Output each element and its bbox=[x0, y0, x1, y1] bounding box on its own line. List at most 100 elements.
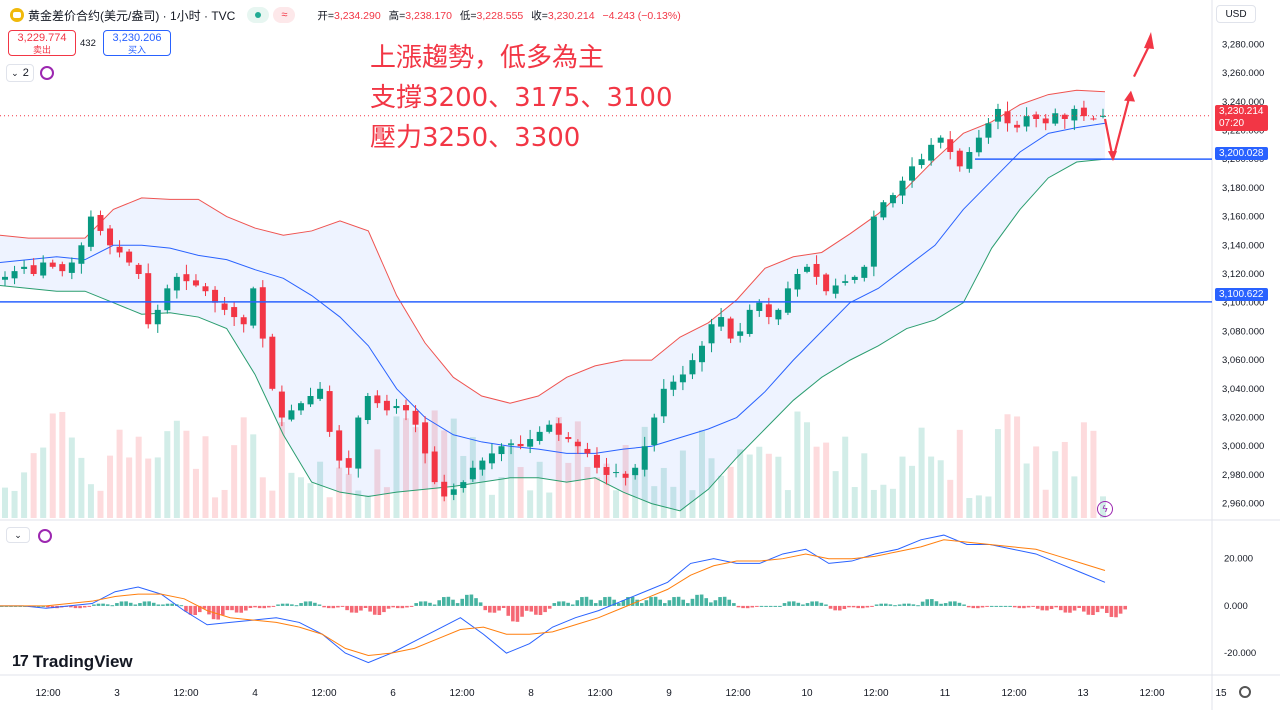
volume-bar bbox=[1061, 441, 1068, 518]
volume-bar bbox=[422, 440, 429, 518]
candle-body bbox=[49, 262, 56, 267]
macd-histogram-bar bbox=[580, 597, 584, 606]
sync-icon[interactable] bbox=[38, 529, 52, 543]
volume-bar bbox=[1023, 463, 1030, 518]
macd-histogram-bar bbox=[920, 601, 925, 606]
candle-body bbox=[584, 448, 591, 454]
macd-histogram-bar bbox=[124, 601, 128, 606]
macd-histogram-bar bbox=[791, 601, 796, 606]
macd-histogram-bar bbox=[497, 605, 501, 611]
x-tick-label: 9 bbox=[666, 688, 672, 699]
candle-body bbox=[1100, 115, 1106, 117]
candle-body bbox=[899, 180, 906, 196]
candle-body bbox=[364, 396, 371, 421]
volume-bar bbox=[278, 422, 285, 518]
candle-body bbox=[2, 276, 8, 280]
macd-histogram-bar bbox=[340, 605, 345, 607]
macd-histogram-bar bbox=[672, 597, 676, 606]
macd-histogram-bar bbox=[727, 599, 732, 606]
macd-histogram-bar bbox=[1026, 605, 1031, 608]
macd-histogram-bar bbox=[69, 605, 73, 608]
macd-histogram-bar bbox=[649, 597, 653, 606]
y-tick-label: 3,080.000 bbox=[1222, 326, 1264, 337]
macd-histogram-bar bbox=[161, 604, 165, 606]
ohlc-readout: 开=3,234.290 高=3,238.170 低=3,228.555 收=3,… bbox=[317, 9, 681, 22]
candle-body bbox=[183, 274, 190, 282]
macd-histogram-bar bbox=[1063, 605, 1068, 613]
macd-histogram-bar bbox=[354, 605, 359, 613]
low-value: 3,228.555 bbox=[476, 9, 524, 22]
currency-selector[interactable]: USD bbox=[1216, 5, 1256, 23]
macd-histogram-bar bbox=[778, 605, 782, 607]
macd-histogram-bar bbox=[465, 594, 469, 606]
macd-histogram-bar bbox=[432, 604, 437, 606]
volume-bar bbox=[1033, 446, 1040, 518]
macd-histogram-bar bbox=[695, 594, 699, 606]
volume-bar bbox=[670, 486, 677, 518]
candle-body bbox=[240, 317, 247, 325]
macd-histogram-bar bbox=[165, 603, 170, 606]
candle-body bbox=[918, 159, 925, 165]
buy-label: 买入 bbox=[127, 45, 146, 55]
y-tick-label: 3,100.000 bbox=[1222, 298, 1264, 309]
candle-body bbox=[1042, 118, 1049, 124]
macd-histogram-bar bbox=[796, 602, 801, 606]
x-tick-label: 10 bbox=[801, 688, 813, 699]
market-open-icon[interactable] bbox=[247, 7, 270, 23]
symbol-title[interactable]: 黄金差价合约(美元/盎司) · 1小时 · TVC bbox=[28, 8, 236, 23]
macd-histogram-bar bbox=[750, 605, 755, 608]
candle-body bbox=[565, 437, 572, 440]
close-label: 收 bbox=[531, 9, 542, 22]
gear-icon[interactable] bbox=[1239, 686, 1251, 698]
candle-body bbox=[212, 289, 219, 303]
macd-histogram-bar bbox=[382, 605, 386, 613]
macd-y-tick: 20.000 bbox=[1224, 554, 1253, 565]
macd-histogram-bar bbox=[216, 605, 220, 620]
volume-bar bbox=[909, 465, 916, 518]
macd-histogram-bar bbox=[1058, 605, 1063, 611]
volume-bar bbox=[259, 477, 266, 518]
gold-logo-icon bbox=[10, 8, 24, 22]
candle-body bbox=[870, 216, 877, 267]
candle-body bbox=[947, 139, 954, 152]
macd-histogram-bar bbox=[221, 605, 225, 616]
candle-body bbox=[135, 264, 142, 274]
volume-bar bbox=[40, 447, 47, 518]
buy-button[interactable]: 3,230.206 买入 bbox=[103, 30, 171, 56]
macd-collapse-button[interactable]: ⌄ bbox=[6, 527, 30, 543]
macd-histogram-bar bbox=[847, 605, 851, 608]
sell-button[interactable]: 3,229.774 卖出 bbox=[8, 30, 76, 56]
indicators-collapse-button[interactable]: ⌄ 2 bbox=[6, 64, 34, 82]
sell-price: 3,229.774 bbox=[17, 32, 67, 44]
tradingview-logo[interactable]: 17 TradingView bbox=[12, 652, 133, 672]
volume-bar bbox=[297, 477, 304, 518]
macd-histogram-bar bbox=[676, 596, 681, 606]
macd-histogram-bar bbox=[810, 601, 814, 606]
sync-icon[interactable] bbox=[40, 66, 54, 80]
macd-histogram-bar bbox=[299, 603, 303, 606]
macd-histogram-bar bbox=[902, 603, 907, 606]
macd-histogram-bar bbox=[593, 603, 598, 606]
macd-histogram-bar bbox=[612, 599, 616, 606]
volume-bar bbox=[527, 490, 534, 518]
candle-body bbox=[450, 489, 457, 495]
candle-body bbox=[469, 467, 476, 480]
macd-histogram-bar bbox=[368, 605, 372, 612]
volume-bar bbox=[192, 468, 199, 518]
volume-bar bbox=[765, 453, 772, 518]
macd-histogram-bar bbox=[865, 605, 870, 608]
macd-histogram-bar bbox=[119, 601, 124, 606]
volume-bar bbox=[899, 456, 906, 518]
volume-bar bbox=[383, 487, 390, 518]
macd-histogram-bar bbox=[276, 604, 280, 606]
macd-histogram-bar bbox=[193, 605, 197, 616]
macd-histogram-bar bbox=[1105, 605, 1109, 613]
macd-histogram-bar bbox=[442, 597, 446, 606]
indicator-count: 2 bbox=[22, 67, 29, 79]
wave-icon[interactable]: ≈ bbox=[273, 7, 296, 23]
flash-icon[interactable]: ϟ bbox=[1097, 501, 1113, 517]
candle-body bbox=[546, 424, 553, 432]
macd-histogram-bar bbox=[888, 604, 893, 606]
macd-histogram-bar bbox=[630, 596, 635, 606]
